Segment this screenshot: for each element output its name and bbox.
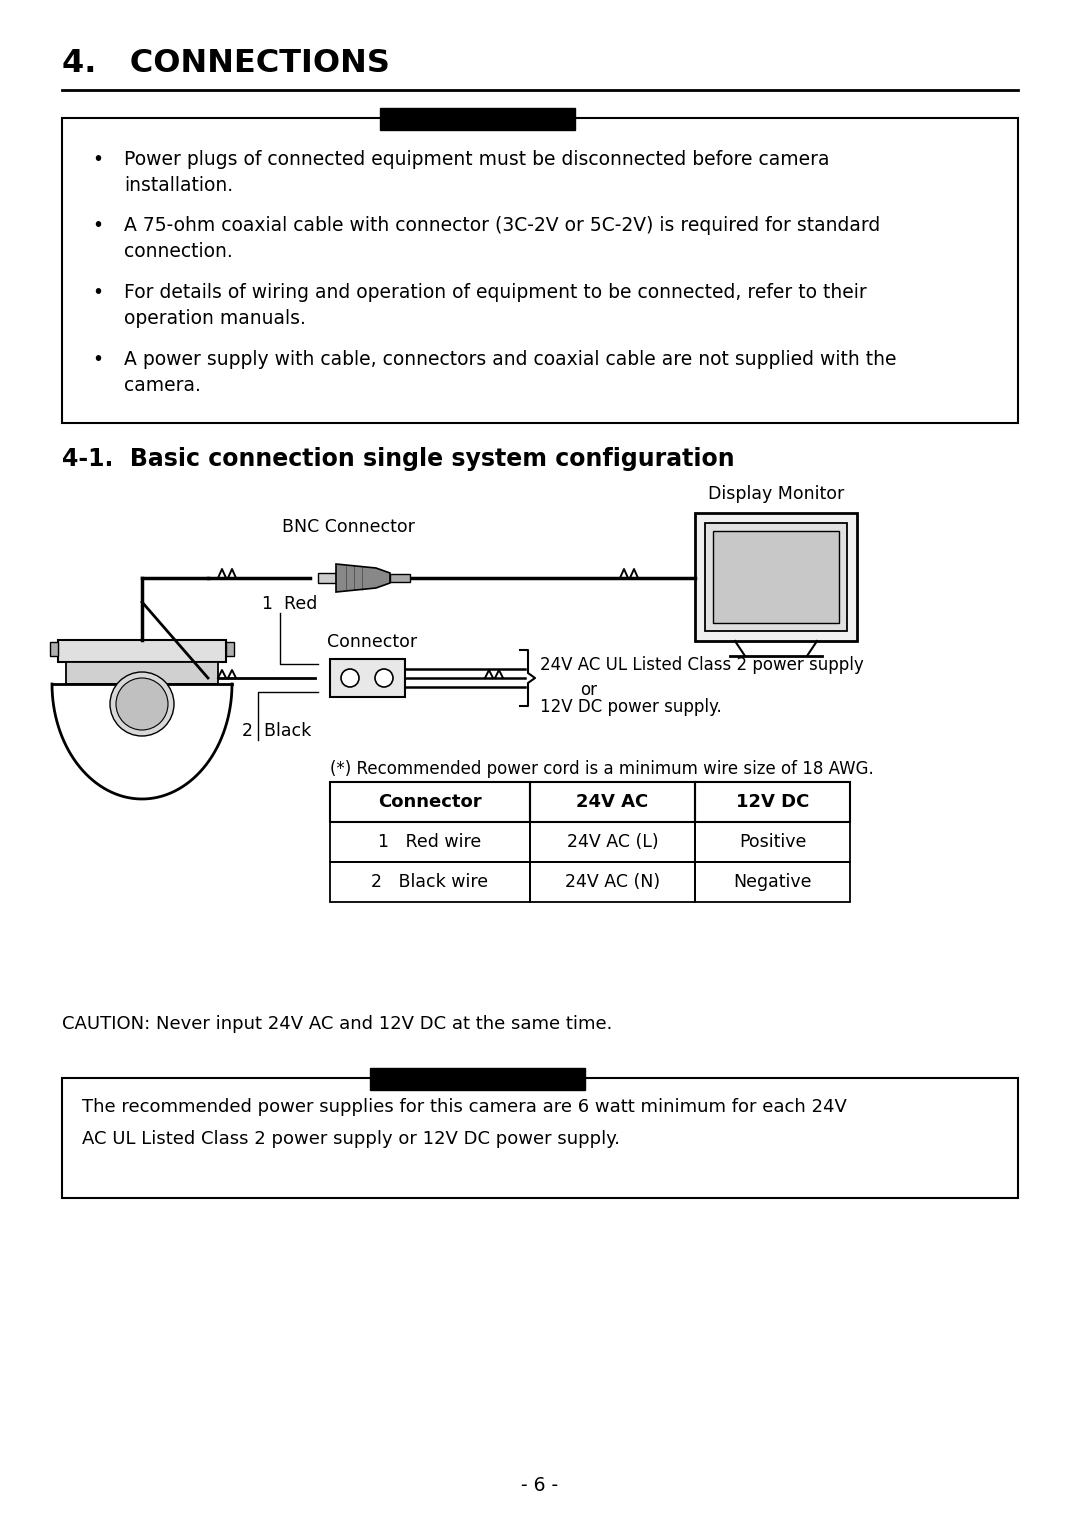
Text: 1   Red wire: 1 Red wire	[378, 833, 482, 852]
Bar	[530, 781, 696, 823]
Text: installation.: installation.	[124, 176, 233, 196]
Bar	[330, 659, 405, 697]
Text: 24V AC (L): 24V AC (L)	[567, 833, 659, 852]
Bar	[330, 781, 530, 823]
Text: Connector: Connector	[327, 633, 417, 651]
Bar	[226, 642, 234, 656]
Bar	[390, 573, 410, 583]
Bar	[58, 641, 226, 662]
Text: camera.: camera.	[124, 376, 201, 394]
Text: •: •	[92, 350, 103, 368]
Circle shape	[116, 677, 168, 729]
Text: AC UL Listed Class 2 power supply or 12V DC power supply.: AC UL Listed Class 2 power supply or 12V…	[82, 1130, 620, 1148]
Text: •: •	[92, 283, 103, 303]
Text: BNC Connector: BNC Connector	[282, 518, 415, 537]
Text: Connector: Connector	[378, 794, 482, 810]
Bar	[696, 823, 850, 862]
Text: (*) Recommended power cord is a minimum wire size of 18 AWG.: (*) Recommended power cord is a minimum …	[330, 760, 874, 778]
Bar	[713, 531, 839, 622]
Bar	[705, 523, 847, 631]
Text: 1  Red: 1 Red	[262, 595, 318, 613]
Text: CAUTION: Never input 24V AC and 12V DC at the same time.: CAUTION: Never input 24V AC and 12V DC a…	[62, 1015, 612, 1034]
Text: 2  Black: 2 Black	[242, 722, 311, 740]
Bar	[380, 109, 575, 130]
Bar	[50, 642, 58, 656]
Circle shape	[375, 670, 393, 687]
Bar	[696, 862, 850, 902]
Bar	[370, 1067, 585, 1090]
Text: Power plugs of connected equipment must be disconnected before camera: Power plugs of connected equipment must …	[124, 150, 829, 170]
Bar	[62, 1078, 1018, 1199]
Bar	[696, 514, 858, 641]
Text: Positive: Positive	[739, 833, 806, 852]
Text: A power supply with cable, connectors and coaxial cable are not supplied with th: A power supply with cable, connectors an…	[124, 350, 896, 368]
Text: Display Monitor: Display Monitor	[707, 485, 845, 503]
Text: - 6 -: - 6 -	[522, 1475, 558, 1495]
Text: 4-1.  Basic connection single system configuration: 4-1. Basic connection single system conf…	[62, 446, 734, 471]
Text: •: •	[92, 216, 103, 235]
Circle shape	[110, 673, 174, 735]
Text: Negative: Negative	[733, 873, 812, 891]
Bar	[62, 118, 1018, 424]
Text: 12V DC power supply.: 12V DC power supply.	[540, 699, 721, 716]
Text: operation manuals.: operation manuals.	[124, 309, 306, 329]
Bar	[66, 662, 218, 683]
Polygon shape	[336, 564, 390, 592]
Bar	[318, 573, 336, 583]
Bar	[696, 781, 850, 823]
Text: 24V AC UL Listed Class 2 power supply: 24V AC UL Listed Class 2 power supply	[540, 656, 864, 674]
Circle shape	[341, 670, 359, 687]
Bar	[530, 862, 696, 902]
Bar	[530, 823, 696, 862]
Text: 24V AC (N): 24V AC (N)	[565, 873, 660, 891]
Text: connection.: connection.	[124, 242, 233, 261]
Text: For details of wiring and operation of equipment to be connected, refer to their: For details of wiring and operation of e…	[124, 283, 867, 303]
Text: 4.   CONNECTIONS: 4. CONNECTIONS	[62, 47, 390, 80]
Text: A 75-ohm coaxial cable with connector (3C-2V or 5C-2V) is required for standard: A 75-ohm coaxial cable with connector (3…	[124, 216, 880, 235]
Text: 2   Black wire: 2 Black wire	[372, 873, 488, 891]
Text: 12V DC: 12V DC	[735, 794, 809, 810]
Text: 24V AC: 24V AC	[577, 794, 649, 810]
Text: The recommended power supplies for this camera are 6 watt minimum for each 24V: The recommended power supplies for this …	[82, 1098, 847, 1116]
Text: •: •	[92, 150, 103, 170]
Bar	[330, 823, 530, 862]
Bar	[330, 862, 530, 902]
Text: or: or	[580, 680, 597, 699]
